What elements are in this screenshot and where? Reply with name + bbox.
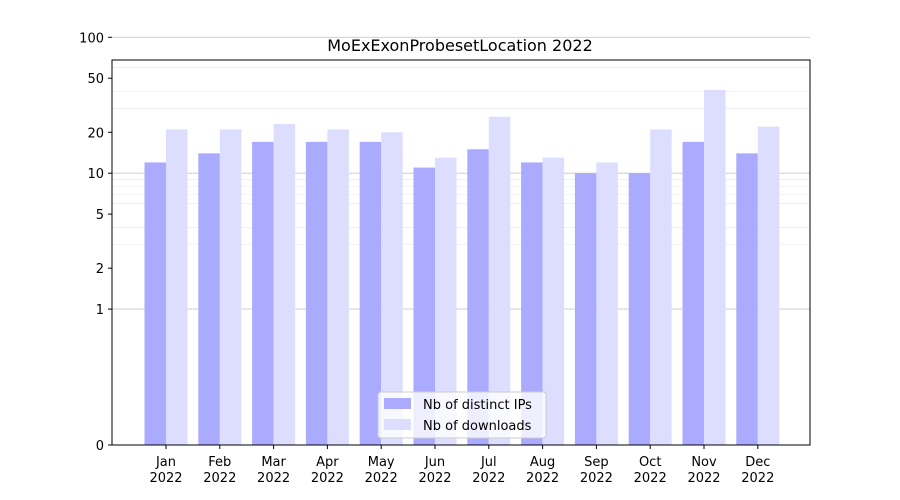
bar-distinct-ips — [252, 141, 274, 445]
bar-distinct-ips — [144, 162, 166, 445]
plot-frame — [111, 59, 811, 446]
y-tick-label: 2 — [96, 262, 104, 277]
x-tick-label-year: 2022 — [634, 471, 667, 486]
bar-distinct-ips — [574, 173, 597, 445]
y-tick-label: 10 — [87, 167, 104, 182]
bar-downloads — [596, 162, 618, 445]
legend: Nb of distinct IPs Nb of downloads — [377, 391, 547, 439]
bar-distinct-ips — [198, 153, 220, 446]
bar-downloads — [542, 157, 565, 446]
bar-downloads — [650, 129, 672, 445]
bar-downloads — [704, 89, 726, 446]
x-tick-label-year: 2022 — [257, 471, 290, 486]
x-tick-label-month: May — [368, 455, 395, 470]
x-tick-label-month: Dec — [745, 455, 770, 470]
x-tick-label-year: 2022 — [687, 471, 720, 486]
x-tick-label-month: Jul — [480, 455, 497, 470]
legend-label-downloads: Nb of downloads — [423, 419, 532, 434]
bar-distinct-ips — [305, 141, 328, 445]
x-tick-label-month: Feb — [208, 455, 231, 470]
bar-distinct-ips — [682, 141, 704, 445]
bar-downloads — [381, 132, 403, 445]
y-tick-label: 50 — [87, 72, 104, 87]
x-tick-label-month: Sep — [584, 455, 609, 470]
axes — [111, 59, 811, 446]
x-tick-label-month: Jun — [424, 455, 445, 470]
x-tick-label-year: 2022 — [741, 471, 774, 486]
y-tick-label: 5 — [96, 208, 104, 223]
y-tick-label: 100 — [79, 31, 104, 46]
x-tick-label-month: Oct — [639, 455, 661, 470]
bar-downloads — [327, 129, 349, 445]
legend-swatch-ips — [384, 398, 411, 409]
y-tick-label: 1 — [96, 303, 104, 318]
bar-downloads — [488, 116, 511, 446]
legend-box — [377, 391, 547, 439]
x-tick-label-year: 2022 — [472, 471, 505, 486]
bar-downloads — [219, 129, 242, 445]
x-tick-label-year: 2022 — [580, 471, 613, 486]
x-axis-ticks: Jan2022Feb2022Mar2022Apr2022May2022Jun20… — [149, 445, 774, 486]
x-tick-label-year: 2022 — [418, 471, 451, 486]
x-tick-label-year: 2022 — [203, 471, 236, 486]
bar-distinct-ips — [413, 167, 435, 445]
x-tick-label-month: Apr — [316, 455, 339, 470]
legend-swatch-downloads — [384, 419, 411, 430]
bar-downloads — [435, 157, 457, 446]
y-tick-label: 0 — [96, 439, 104, 454]
x-tick-label-year: 2022 — [311, 471, 344, 486]
x-tick-label-month: Nov — [691, 455, 717, 470]
y-axis-ticks: 0 1 2 5 10 20 50 100 — [79, 31, 112, 454]
x-tick-label-month: Mar — [261, 455, 286, 470]
x-tick-label-year: 2022 — [365, 471, 398, 486]
y-tick-label: 20 — [87, 126, 104, 141]
x-tick-label-month: Jan — [155, 455, 176, 470]
bar-distinct-ips — [359, 141, 382, 445]
bar-downloads — [757, 126, 780, 445]
bar-downloads — [273, 124, 296, 445]
x-tick-label-month: Aug — [530, 455, 555, 470]
x-tick-label-year: 2022 — [526, 471, 559, 486]
bar-downloads — [166, 129, 188, 445]
bar-distinct-ips — [467, 149, 489, 445]
bar-distinct-ips — [521, 162, 543, 445]
chart-title: MoExExonProbesetLocation 2022 — [327, 36, 593, 55]
bars — [144, 89, 780, 446]
bar-distinct-ips — [628, 173, 651, 445]
bar-distinct-ips — [736, 153, 758, 446]
legend-label-ips: Nb of distinct IPs — [423, 398, 532, 413]
x-tick-label-year: 2022 — [149, 471, 182, 486]
